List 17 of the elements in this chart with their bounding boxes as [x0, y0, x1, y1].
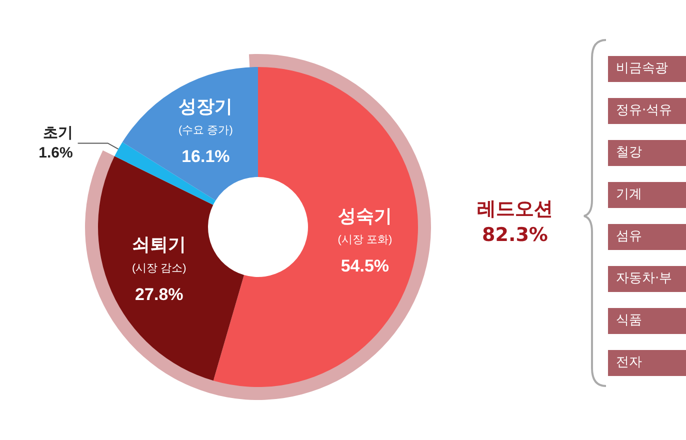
- slice-label: 성숙기 (시장 포화): [338, 206, 392, 246]
- data-label: 27.8%: [135, 285, 184, 304]
- text: 자동차·부: [608, 266, 686, 292]
- slice-label: 쇠퇴기 (시장 감소): [132, 234, 186, 275]
- text: 식품: [608, 308, 686, 334]
- text: 기계: [608, 182, 686, 208]
- text: 비금속광: [608, 56, 686, 82]
- slice-label: 성장기 (수요 증가): [178, 96, 233, 137]
- slice-label: 초기: [42, 124, 73, 142]
- data-label: 1.6%: [38, 144, 73, 162]
- data-label: 16.1%: [182, 147, 230, 166]
- text: 레드오션 82.3%: [476, 197, 554, 248]
- text: 철강: [608, 140, 686, 166]
- text: 정유·석유: [608, 98, 686, 124]
- data-label: 54.5%: [340, 256, 390, 276]
- text: 섬유: [608, 224, 686, 250]
- text: 전자: [608, 350, 686, 376]
